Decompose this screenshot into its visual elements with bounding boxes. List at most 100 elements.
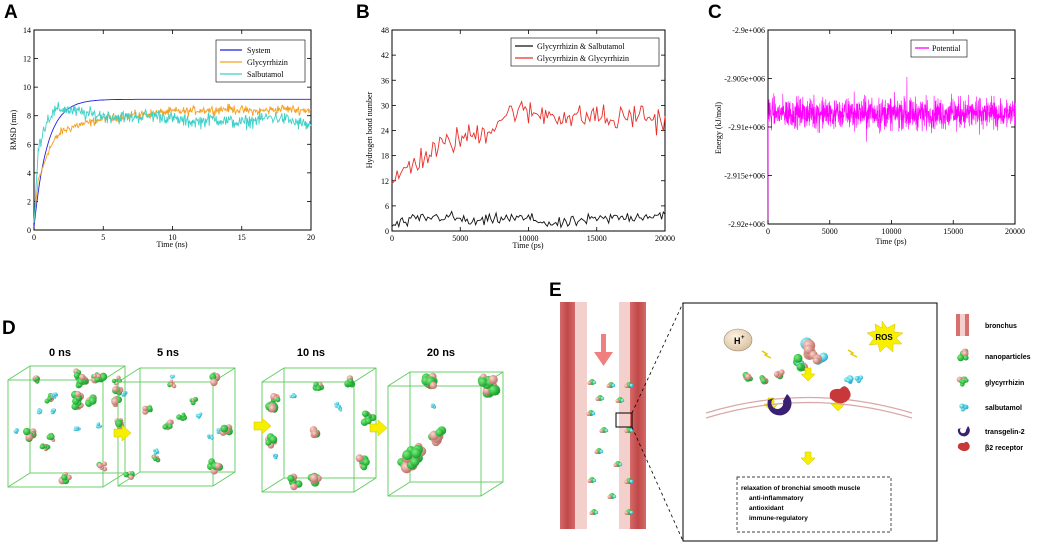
chart-a-xlabel: Time (ns) bbox=[156, 240, 187, 249]
glycyrrhizin-molecule bbox=[956, 376, 969, 387]
glycyrrhizin-molecule bbox=[421, 372, 438, 390]
lightning-icon-2 bbox=[847, 349, 858, 358]
bronchus-tube bbox=[560, 302, 646, 529]
nanoparticle-molecule bbox=[793, 353, 808, 372]
chart-b-ytick-label: 36 bbox=[381, 76, 389, 85]
simulation-box-1 bbox=[117, 367, 236, 487]
panel-label-c: C bbox=[708, 2, 722, 23]
salbutamol-molecule bbox=[96, 422, 103, 429]
salbutamol-molecule bbox=[152, 448, 160, 455]
chart-c-ylabel: Energy (kJ/mol) bbox=[714, 102, 723, 154]
simulation-box-2 bbox=[261, 367, 377, 493]
panel-label-b: B bbox=[356, 2, 370, 23]
chart-a-ytick-label: 0 bbox=[27, 226, 31, 235]
legend-b-gly-gly: Glycyrrhizin & Glycyrrhizin bbox=[537, 54, 629, 63]
glycyrrhizin-molecule bbox=[162, 419, 174, 431]
chart-c-series-potential bbox=[767, 76, 1016, 223]
salbutamol-molecule bbox=[844, 375, 854, 384]
b2-receptor-icon bbox=[829, 386, 851, 404]
salbutamol-molecule bbox=[272, 453, 279, 460]
legend-e-b2: β2 receptor bbox=[985, 445, 1023, 452]
chart-b-xlabel: Time (ps) bbox=[512, 241, 543, 250]
glycyrrhizin-molecule bbox=[759, 375, 769, 385]
outcome-2: antioxidant bbox=[749, 505, 785, 512]
h-plus-label: H bbox=[734, 336, 741, 346]
chart-c-xtick-label: 10000 bbox=[882, 227, 902, 236]
tube-particle bbox=[594, 448, 604, 454]
chart-b-ytick-label: 6 bbox=[385, 202, 389, 211]
nanoparticle-molecule bbox=[809, 350, 829, 365]
tube-particle bbox=[613, 461, 623, 467]
tube-particle bbox=[586, 410, 596, 416]
glycyrrhizin-molecule bbox=[219, 424, 233, 436]
legend-a-salbutamol: Salbutamol bbox=[247, 70, 284, 79]
glycyrrhizin-molecule bbox=[71, 390, 84, 407]
chart-a-xtick-label: 0 bbox=[32, 233, 36, 242]
h-plus-superscript: + bbox=[741, 335, 745, 341]
chart-c-ytick-label: -2.91e+006 bbox=[728, 123, 765, 132]
flow-arrow-icon bbox=[800, 451, 816, 466]
panel-label-e: E bbox=[549, 280, 562, 301]
glycyrrhizin-molecule bbox=[58, 471, 72, 485]
glycyrrhizin-molecule bbox=[209, 372, 221, 387]
glycyrrhizin-molecule bbox=[265, 433, 278, 449]
salbutamol-molecule bbox=[854, 375, 863, 384]
chart-b-ytick-label: 30 bbox=[381, 101, 389, 110]
salbutamol-molecule bbox=[289, 393, 297, 399]
tube-particle bbox=[589, 509, 599, 515]
h-plus-ion: H + bbox=[723, 328, 753, 352]
glycyrrhizin-molecule bbox=[312, 381, 325, 391]
panel-e: H + ROS relaxation of bronchial smooth m… bbox=[560, 302, 1031, 542]
salbutamol-molecule bbox=[73, 426, 81, 432]
glycyrrhizin-molecule bbox=[307, 472, 322, 487]
frame-time-3: 20 ns bbox=[427, 347, 455, 359]
glycyrrhizin-molecule bbox=[428, 426, 447, 447]
chart-b-ylabel: Hydrogen bond number bbox=[365, 91, 374, 168]
chart-b-xtick-label: 20000 bbox=[655, 234, 675, 243]
glycyrrhizin-molecule bbox=[477, 373, 498, 389]
legend-b2-icon bbox=[957, 441, 970, 452]
salbutamol-molecule bbox=[206, 434, 214, 440]
outcome-3: immune-regulatory bbox=[749, 515, 808, 522]
legend-c-potential: Potential bbox=[932, 44, 961, 53]
bronchus-legend-icon bbox=[956, 314, 969, 336]
chart-b-legend: Glycyrrhizin & Salbutamol Glycyrrhizin &… bbox=[510, 37, 660, 67]
glycyrrhizin-molecule bbox=[360, 410, 377, 426]
glycyrrhizin-molecule bbox=[355, 454, 370, 471]
panel-label-a: A bbox=[4, 2, 18, 23]
ros-burst-icon: ROS bbox=[866, 320, 904, 353]
chart-a-ytick-label: 14 bbox=[23, 26, 31, 35]
glycyrrhizin-molecule bbox=[23, 427, 37, 442]
inflow-arrow-icon bbox=[594, 334, 613, 366]
glycyrrhizin-molecule bbox=[123, 471, 135, 480]
salbutamol-molecule bbox=[430, 403, 437, 409]
salbutamol-molecule bbox=[337, 404, 343, 412]
lightning-icon bbox=[761, 350, 772, 359]
chart-b-ytick-label: 48 bbox=[381, 26, 389, 35]
legend-e-nanoparticles: nanoparticles bbox=[985, 354, 1031, 361]
chart-a-series-system bbox=[33, 98, 311, 228]
chart-c: 0 5000 10000 15000 20000 -2.92e+006 -2.915e+00… bbox=[714, 26, 1025, 246]
legend-b-gly-salb: Glycyrrhizin & Salbutamol bbox=[537, 42, 625, 51]
glycyrrhizin-molecule bbox=[91, 372, 101, 383]
glycyrrhizin-molecule bbox=[207, 458, 224, 475]
chart-b-ytick-label: 42 bbox=[381, 51, 389, 60]
salbutamol-molecule bbox=[195, 412, 203, 419]
legend-a-glycyrrhizin: Glycyrrhizin bbox=[247, 58, 288, 67]
panel-e-legend: bronchus nanoparticles glycyrrhizin salb… bbox=[956, 314, 1031, 452]
glycyrrhizin-molecule bbox=[39, 443, 51, 452]
glycyrrhizin-molecule bbox=[176, 412, 187, 422]
outcome-0: relaxation of bronchial smooth muscle bbox=[741, 485, 861, 492]
legend-e-transgelin: transgelin-2 bbox=[985, 429, 1025, 436]
tube-particle bbox=[624, 478, 634, 484]
glycyrrhizin-molecule bbox=[401, 448, 422, 470]
zoom-box bbox=[615, 412, 633, 428]
chart-b-series-glycyrrhizin-glycyrrhizin bbox=[391, 100, 666, 185]
chart-c-ytick-label: -2.92e+006 bbox=[728, 220, 765, 229]
chart-a-xtick-label: 15 bbox=[238, 233, 246, 242]
legend-a-system: System bbox=[247, 46, 271, 55]
chart-b-xtick-label: 0 bbox=[390, 234, 394, 243]
legend-e-salbutamol: salbutamol bbox=[985, 405, 1022, 412]
chart-a-ytick-label: 6 bbox=[27, 140, 31, 149]
